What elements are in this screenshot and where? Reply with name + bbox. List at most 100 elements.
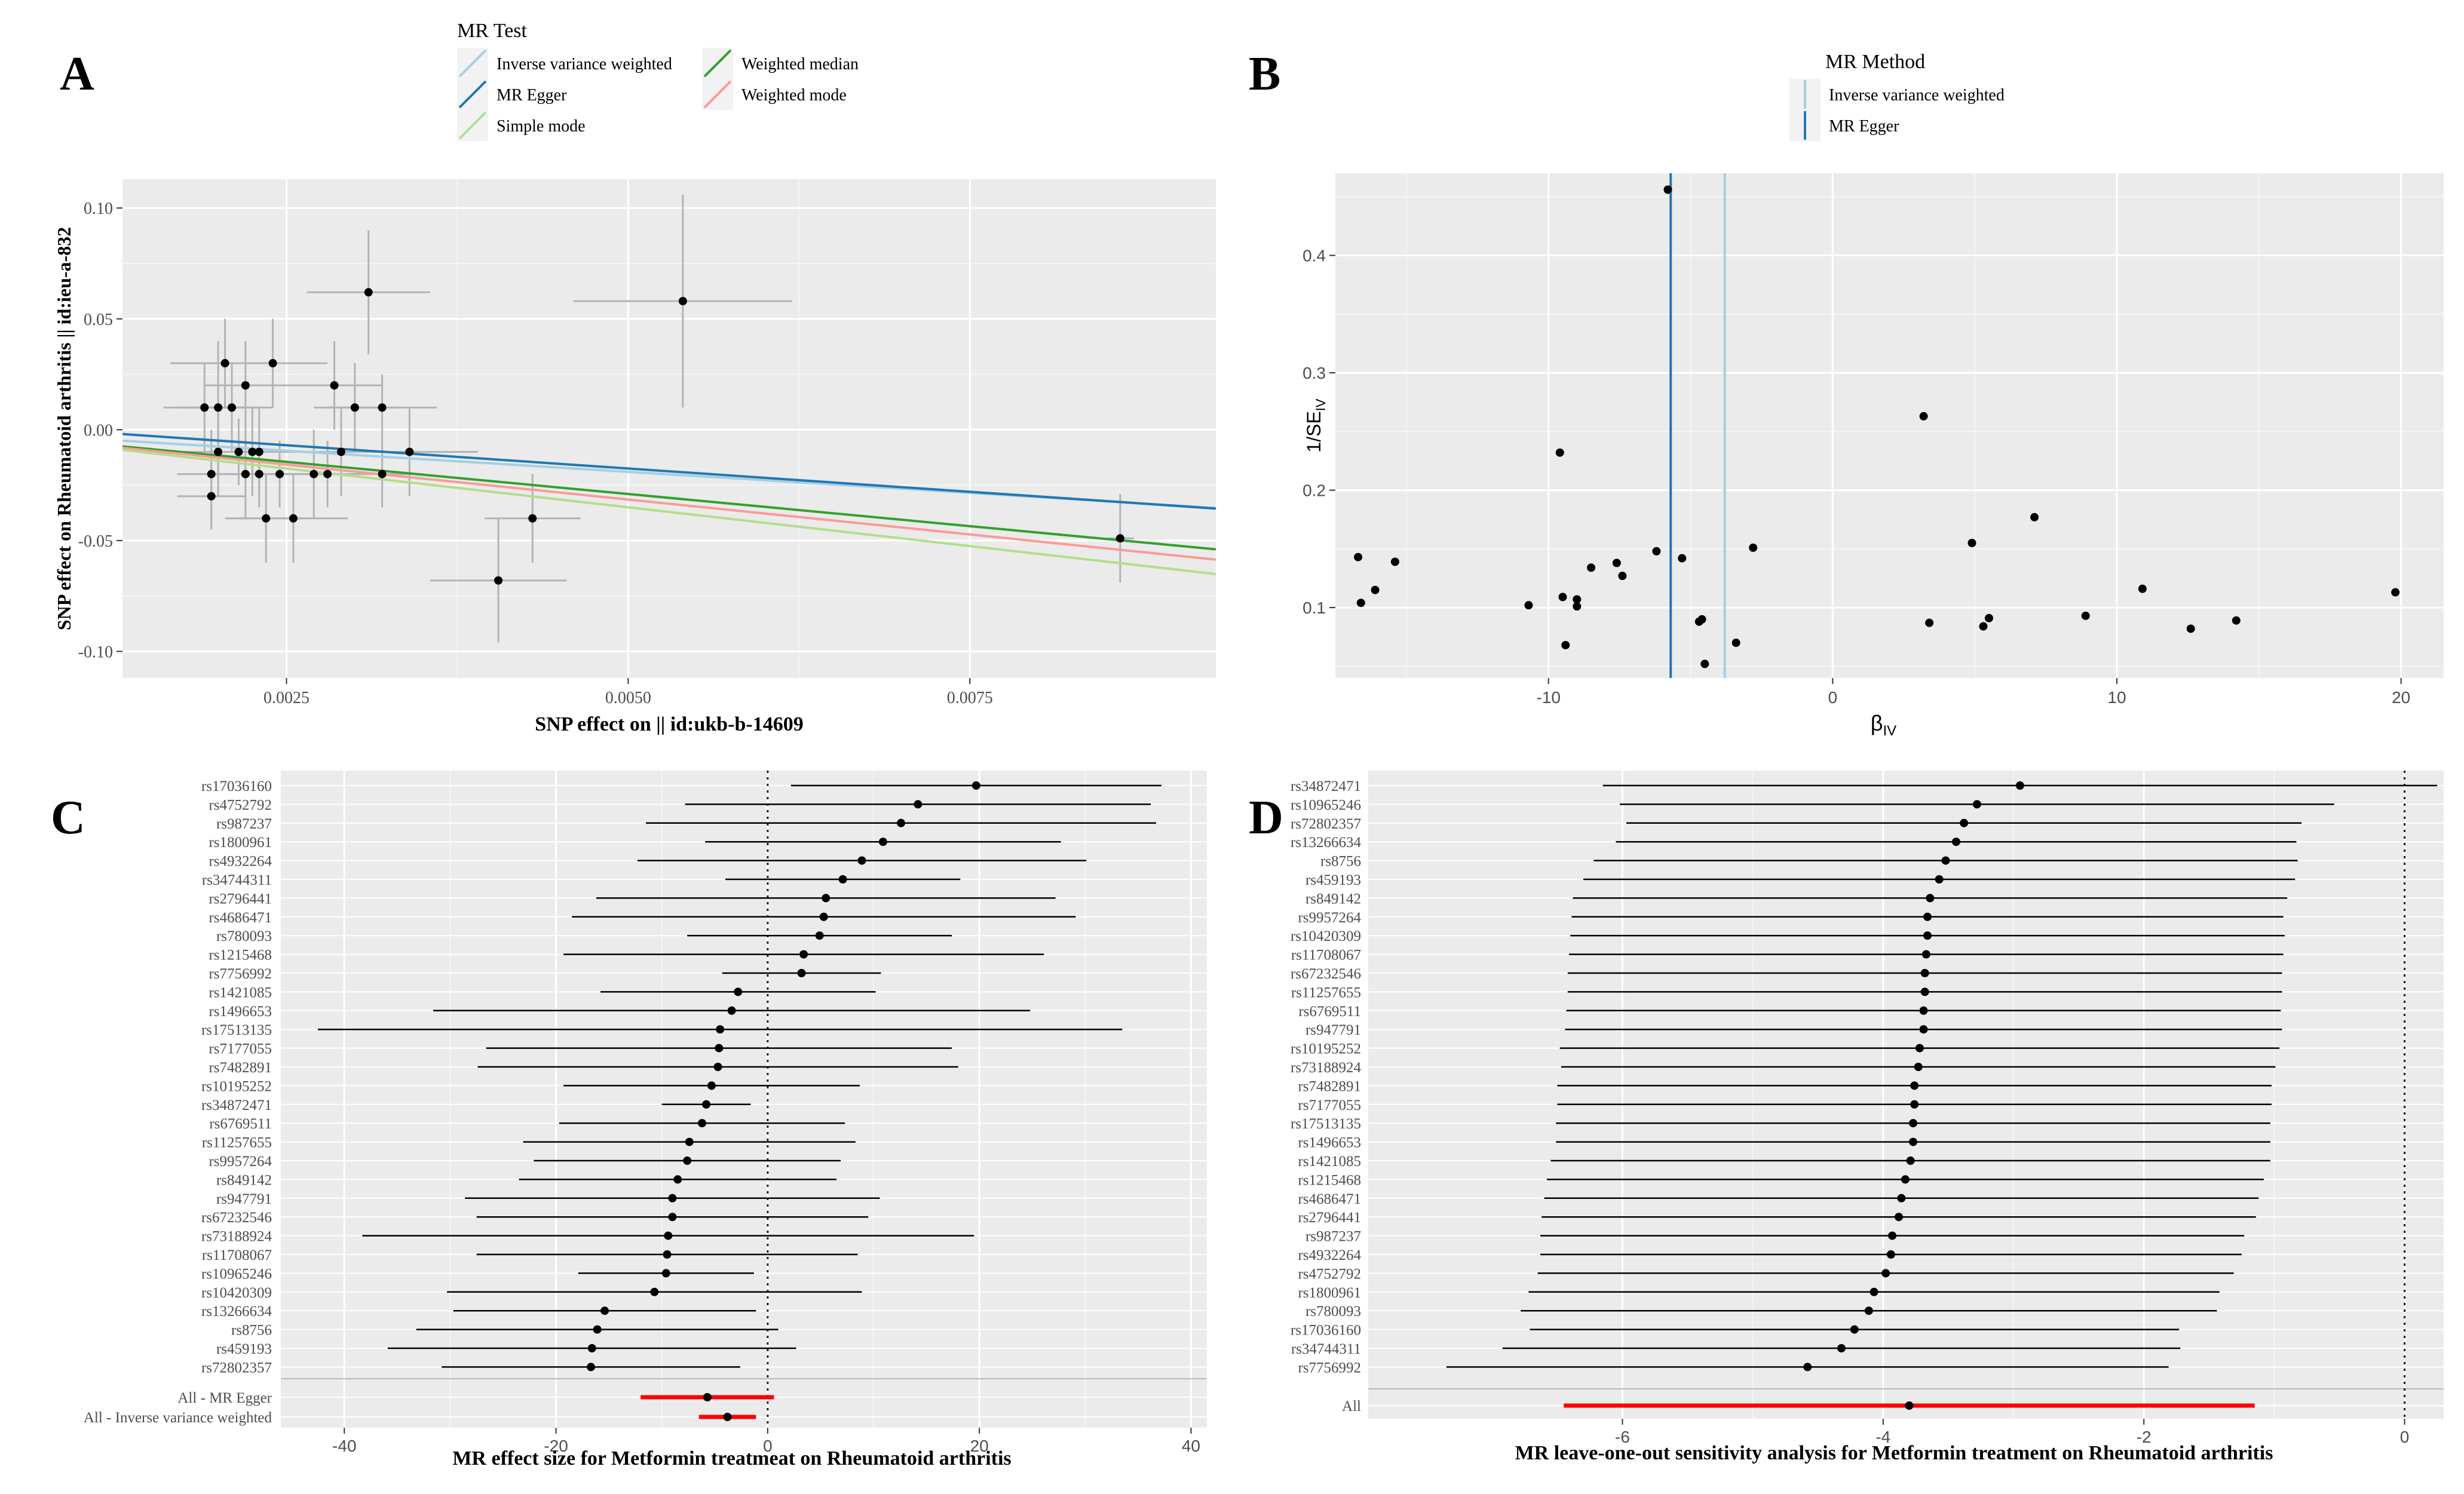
row-label: rs17036160: [1291, 1323, 1361, 1339]
data-point: [1697, 615, 1706, 624]
legend-a-key-line: [703, 80, 732, 109]
row-label: rs849142: [216, 1172, 272, 1188]
row-label: rs17036160: [201, 778, 272, 794]
data-point: [289, 514, 298, 523]
estimate-point: [1897, 1194, 1906, 1202]
data-point: [350, 403, 359, 412]
estimate-point: [673, 1175, 682, 1184]
x-tick-label: 0.0075: [947, 689, 993, 707]
data-point: [528, 514, 537, 523]
estimate-point: [600, 1306, 609, 1315]
estimate-point: [897, 818, 906, 827]
panel-letter-c: C: [51, 792, 85, 844]
data-point: [2232, 616, 2241, 625]
estimate-point: [702, 1100, 711, 1109]
data-point: [2186, 624, 2195, 633]
summary-point: [703, 1393, 712, 1401]
data-point: [1925, 618, 1934, 627]
data-point: [200, 403, 209, 412]
row-label: rs1421085: [209, 984, 272, 1001]
estimate-point: [1972, 800, 1981, 809]
row-label: rs34744311: [202, 872, 272, 888]
legend-a-label: Weighted median: [741, 55, 859, 73]
row-label: rs4932264: [209, 854, 272, 870]
data-point: [405, 447, 414, 456]
x-tick-label: 0: [763, 1437, 773, 1455]
row-label: rs13266634: [201, 1303, 272, 1320]
row-label: rs947791: [1305, 1022, 1361, 1038]
row-label: rs849142: [1305, 891, 1361, 907]
estimate-point: [1910, 1100, 1919, 1109]
x-tick-label: -40: [332, 1437, 356, 1455]
row-label: rs34744311: [1291, 1341, 1361, 1357]
data-point: [1700, 659, 1709, 668]
panel-letter-d: D: [1249, 792, 1283, 844]
row-label: rs987237: [1305, 1229, 1361, 1245]
estimate-point: [1881, 1269, 1890, 1278]
data-point: [1524, 601, 1533, 610]
estimate-point: [819, 912, 828, 921]
data-point: [248, 447, 257, 456]
data-point: [337, 447, 345, 456]
data-point: [207, 492, 216, 501]
row-label: rs73188924: [201, 1229, 272, 1245]
row-label: rs1800961: [209, 835, 272, 851]
estimate-point: [1895, 1213, 1903, 1222]
regression-line: [122, 432, 1216, 510]
estimate-point: [1906, 1156, 1915, 1165]
plot-panel-background: [122, 179, 1216, 678]
data-point: [1731, 639, 1740, 648]
x-tick-label: 0.0050: [605, 689, 651, 707]
legend-a-key-line: [703, 49, 732, 78]
row-label: rs1215468: [209, 947, 272, 964]
estimate-point: [815, 931, 824, 940]
legend-a-key-line: [458, 49, 487, 78]
estimate-point: [1864, 1306, 1873, 1315]
data-point: [1390, 557, 1399, 566]
x-tick-label: 0: [2400, 1428, 2410, 1446]
estimate-point: [1870, 1287, 1878, 1296]
row-label: rs6769511: [209, 1116, 272, 1132]
y-axis-label: 1/SEIV: [1303, 398, 1328, 452]
x-tick-label: -20: [544, 1437, 568, 1455]
legend-a-key-line: [458, 111, 487, 140]
panel-letter-a: A: [60, 48, 94, 100]
data-point: [1749, 543, 1758, 552]
row-label: rs1496653: [209, 1004, 272, 1020]
y-tick-label: 0.00: [84, 421, 113, 440]
data-point: [1356, 599, 1365, 608]
row-label: rs1496653: [1298, 1135, 1361, 1151]
x-tick-label: -10: [1536, 688, 1560, 707]
data-point: [1573, 595, 1582, 604]
summary-label: All - MR Egger: [177, 1390, 272, 1406]
data-point: [1555, 448, 1564, 457]
summary-point: [723, 1413, 732, 1421]
row-label: rs4932264: [1298, 1247, 1361, 1263]
row-label: rs4752792: [1298, 1266, 1361, 1282]
data-point: [364, 288, 373, 297]
data-point: [241, 381, 250, 390]
row-label: rs11257655: [202, 1135, 272, 1151]
estimate-point: [2015, 781, 2024, 790]
legend-b-label: MR Egger: [1829, 117, 1899, 136]
data-point: [228, 403, 236, 412]
data-point: [241, 470, 250, 478]
row-label: rs13266634: [1291, 835, 1362, 851]
panel-d-leave-one-out: -6 -4 -2 0 rs34872471 rs10965246 rs72802357 rs1…: [1291, 771, 2444, 1464]
estimate-point: [661, 1269, 670, 1278]
legend-b-title: MR Method: [1825, 51, 1925, 73]
row-label: rs947791: [216, 1191, 272, 1207]
y-tick-label: 0.4: [1303, 247, 1326, 265]
data-point: [1561, 640, 1570, 649]
x-tick-label: 0: [1828, 688, 1838, 707]
data-point: [234, 447, 243, 456]
data-point: [275, 470, 284, 478]
row-label: rs11708067: [1291, 947, 1361, 964]
plot-panel-background: [281, 771, 1207, 1428]
data-point: [262, 514, 271, 523]
row-label: rs7177055: [1298, 1097, 1361, 1113]
y-tick-label: -0.10: [78, 643, 113, 661]
row-label: rs1215468: [1298, 1172, 1361, 1188]
row-label: rs72802357: [201, 1360, 272, 1376]
